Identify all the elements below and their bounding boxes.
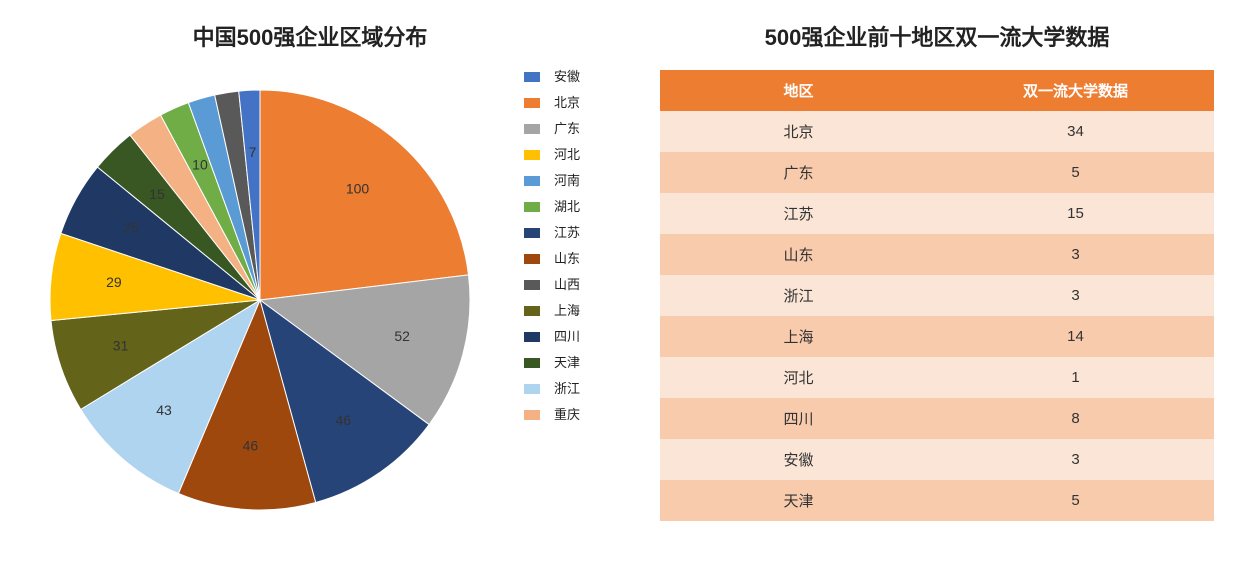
table-row: 江苏15 <box>660 193 1214 234</box>
legend-label: 山东 <box>554 252 580 265</box>
legend-item-江苏: 江苏 <box>524 226 580 239</box>
legend-label: 上海 <box>554 304 580 317</box>
table-cell-value: 3 <box>937 234 1214 275</box>
table-cell-region: 河北 <box>660 357 937 398</box>
table-cell-region: 浙江 <box>660 275 937 316</box>
pie-slice-value-四川: 25 <box>124 220 140 236</box>
legend-swatch <box>524 358 540 368</box>
legend-swatch <box>524 384 540 394</box>
pie-slice-value-北京: 100 <box>346 181 370 197</box>
legend-swatch <box>524 98 540 108</box>
table-cell-region: 四川 <box>660 398 937 439</box>
table-cell-region: 天津 <box>660 480 937 521</box>
table-panel: 500强企业前十地区双一流大学数据 地区双一流大学数据 北京34广东5江苏15山… <box>620 0 1254 565</box>
table-cell-value: 15 <box>937 193 1214 234</box>
table-col-0: 地区 <box>660 70 937 111</box>
legend-item-广东: 广东 <box>524 122 580 135</box>
pie-slice-value-浙江: 43 <box>156 402 172 418</box>
legend-swatch <box>524 410 540 420</box>
table-cell-value: 34 <box>937 111 1214 152</box>
table-cell-region: 江苏 <box>660 193 937 234</box>
legend-label: 天津 <box>554 356 580 369</box>
legend-label: 湖北 <box>554 200 580 213</box>
legend-item-河北: 河北 <box>524 148 580 161</box>
legend-label: 广东 <box>554 122 580 135</box>
table-cell-value: 5 <box>937 480 1214 521</box>
pie-slice-value-河北: 29 <box>106 274 122 290</box>
legend-label: 四川 <box>554 330 580 343</box>
pie-chart-svg: 100 52 46 46 43 31 29 25 15 10 7 <box>40 70 500 530</box>
table-cell-region: 安徽 <box>660 439 937 480</box>
legend-item-山西: 山西 <box>524 278 580 291</box>
pie-slice-value-安徽: 7 <box>249 144 257 160</box>
legend-label: 山西 <box>554 278 580 291</box>
table-cell-region: 上海 <box>660 316 937 357</box>
table-row: 上海14 <box>660 316 1214 357</box>
pie-slice-value-山东: 46 <box>243 437 259 453</box>
legend-item-湖北: 湖北 <box>524 200 580 213</box>
pie-slice-value-上海: 31 <box>113 337 129 353</box>
pie-slice-value-广东: 52 <box>394 328 410 344</box>
legend-label: 重庆 <box>554 408 580 421</box>
legend-swatch <box>524 228 540 238</box>
table-body: 北京34广东5江苏15山东3浙江3上海14河北1四川8安徽3天津5 <box>660 111 1214 521</box>
pie-slice-value-湖北: 10 <box>192 157 208 173</box>
table-row: 安徽3 <box>660 439 1214 480</box>
table-cell-value: 8 <box>937 398 1214 439</box>
legend-label: 浙江 <box>554 382 580 395</box>
table-cell-region: 北京 <box>660 111 937 152</box>
legend-label: 江苏 <box>554 226 580 239</box>
legend-label: 河南 <box>554 174 580 187</box>
legend-swatch <box>524 124 540 134</box>
table-row: 河北1 <box>660 357 1214 398</box>
legend-swatch <box>524 254 540 264</box>
legend-label: 河北 <box>554 148 580 161</box>
legend-swatch <box>524 280 540 290</box>
pie-chart-area: 100 52 46 46 43 31 29 25 15 10 7 安徽北京广东河北河南湖北江苏山东山… <box>0 60 620 540</box>
legend-item-四川: 四川 <box>524 330 580 343</box>
universities-table: 地区双一流大学数据 北京34广东5江苏15山东3浙江3上海14河北1四川8安徽3… <box>660 70 1214 521</box>
table-col-1: 双一流大学数据 <box>937 70 1214 111</box>
table-row: 山东3 <box>660 234 1214 275</box>
legend-swatch <box>524 176 540 186</box>
table-row: 四川8 <box>660 398 1214 439</box>
pie-slice-value-江苏: 46 <box>335 412 351 428</box>
legend-swatch <box>524 202 540 212</box>
legend-swatch <box>524 72 540 82</box>
legend-swatch <box>524 150 540 160</box>
table-cell-region: 广东 <box>660 152 937 193</box>
legend-label: 安徽 <box>554 70 580 83</box>
pie-chart-title: 中国500强企业区域分布 <box>0 20 620 52</box>
table-row: 北京34 <box>660 111 1214 152</box>
table-cell-value: 3 <box>937 439 1214 480</box>
legend-item-北京: 北京 <box>524 96 580 109</box>
table-title: 500强企业前十地区双一流大学数据 <box>660 20 1214 52</box>
legend-item-上海: 上海 <box>524 304 580 317</box>
legend-item-山东: 山东 <box>524 252 580 265</box>
table-cell-value: 1 <box>937 357 1214 398</box>
pie-slice-value-天津: 15 <box>149 186 165 202</box>
pie-legend: 安徽北京广东河北河南湖北江苏山东山西上海四川天津浙江重庆 <box>524 70 580 434</box>
legend-swatch <box>524 306 540 316</box>
table-cell-region: 山东 <box>660 234 937 275</box>
table-cell-value: 14 <box>937 316 1214 357</box>
page-root: 中国500强企业区域分布 1005246464331292515107 安徽北京… <box>0 0 1254 565</box>
pie-panel: 中国500强企业区域分布 100 52 46 46 43 31 29 25 15 10 7 安徽北京… <box>0 0 620 565</box>
legend-item-安徽: 安徽 <box>524 70 580 83</box>
table-header-row: 地区双一流大学数据 <box>660 70 1214 111</box>
table-cell-value: 3 <box>937 275 1214 316</box>
table-row: 天津5 <box>660 480 1214 521</box>
table-row: 浙江3 <box>660 275 1214 316</box>
legend-item-浙江: 浙江 <box>524 382 580 395</box>
table-cell-value: 5 <box>937 152 1214 193</box>
legend-item-天津: 天津 <box>524 356 580 369</box>
legend-label: 北京 <box>554 96 580 109</box>
legend-item-河南: 河南 <box>524 174 580 187</box>
table-row: 广东5 <box>660 152 1214 193</box>
legend-item-重庆: 重庆 <box>524 408 580 421</box>
legend-swatch <box>524 332 540 342</box>
